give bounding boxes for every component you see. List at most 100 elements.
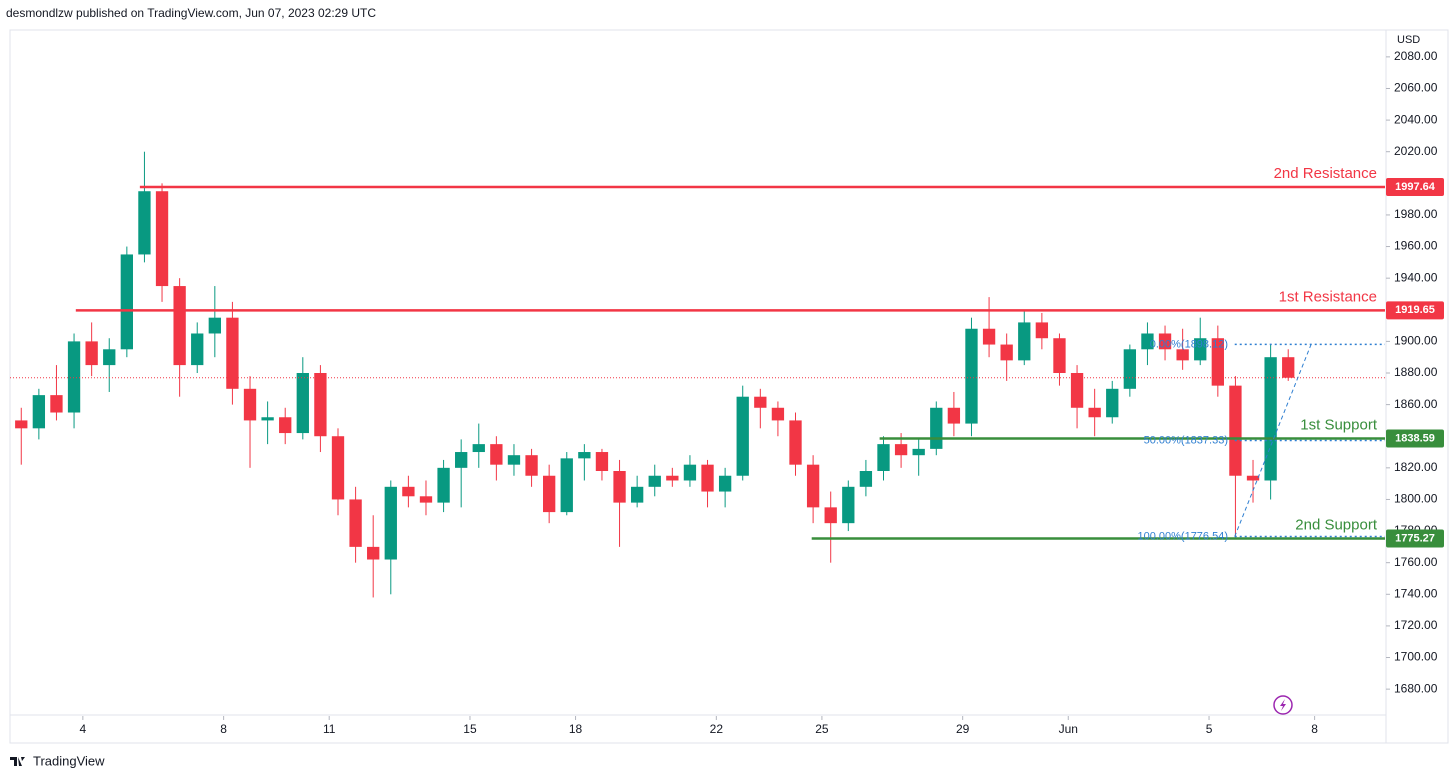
candle-body	[578, 452, 591, 459]
candle-body	[402, 486, 415, 497]
x-tick-label: 5	[1206, 722, 1213, 736]
price-tag-label: 1775.27	[1395, 532, 1435, 544]
candle-body	[32, 395, 46, 429]
x-tick-label: 8	[1311, 722, 1318, 736]
y-tick-label: 1880.00	[1394, 365, 1438, 379]
level-label: 2nd Resistance	[1274, 165, 1377, 182]
candle-body	[419, 496, 433, 503]
candle-body	[806, 464, 820, 508]
candle-body	[560, 458, 573, 513]
price-tag-label: 1997.64	[1395, 181, 1436, 193]
y-tick-label: 1860.00	[1394, 397, 1438, 411]
candle-body	[437, 467, 450, 503]
level-label: 2nd Support	[1295, 517, 1378, 534]
candle-body	[1194, 338, 1207, 361]
candle-body	[507, 455, 521, 465]
candle-body	[630, 486, 644, 503]
candle-body	[525, 455, 538, 476]
x-tick-label: 18	[569, 722, 583, 736]
candle-body	[859, 471, 873, 487]
fib-label: 100.00%(1776.54)	[1137, 530, 1228, 542]
candle-body	[789, 420, 802, 465]
candle-body	[613, 471, 626, 503]
candle-body	[683, 464, 697, 481]
footer: TradingView	[33, 753, 105, 768]
candle-body	[349, 499, 362, 547]
candle-body	[67, 341, 81, 413]
y-tick-label: 1720.00	[1394, 618, 1438, 632]
candle-body	[1018, 322, 1031, 361]
lightning-icon[interactable]	[1273, 695, 1293, 715]
candle-body	[1053, 338, 1066, 373]
y-tick-label: 2080.00	[1394, 49, 1438, 63]
candle-body	[877, 444, 890, 471]
candles	[15, 151, 1295, 598]
candle-body	[718, 475, 732, 492]
candle-body	[894, 444, 908, 456]
candle-body	[930, 407, 943, 449]
fib-label: 0.00%(1898.12)	[1150, 338, 1228, 350]
candle-body	[1088, 407, 1101, 418]
candle-body	[173, 286, 186, 366]
y-tick-label: 1900.00	[1394, 334, 1438, 348]
x-tick-label: Jun	[1059, 722, 1078, 736]
candle-body	[912, 448, 925, 456]
candle-body	[384, 486, 397, 560]
y-tick-label: 1820.00	[1394, 460, 1438, 474]
candle-body	[1070, 373, 1084, 408]
candle-body	[1264, 357, 1277, 481]
candle-body	[85, 341, 98, 366]
candle-body	[701, 464, 714, 492]
price-tag	[1386, 429, 1444, 448]
y-tick-label: 1760.00	[1394, 555, 1438, 569]
x-tick-label: 8	[220, 722, 227, 736]
tradingview-logo	[10, 757, 25, 766]
candle-body	[1246, 475, 1260, 481]
candle-body	[947, 407, 961, 424]
candle-body	[120, 254, 134, 350]
candle-body	[50, 395, 63, 413]
candle-body	[1211, 338, 1224, 386]
candle-body	[982, 328, 996, 345]
candle-body	[472, 444, 485, 453]
y-tick-label: 1800.00	[1394, 492, 1438, 506]
y-tick-label: 2060.00	[1394, 81, 1438, 95]
candle-body	[666, 475, 679, 481]
candle-body	[243, 388, 257, 421]
y-tick-label: 2040.00	[1394, 112, 1438, 126]
candle-body	[138, 191, 151, 255]
y-tick-label: 1680.00	[1394, 681, 1438, 695]
x-tick-label: 4	[80, 722, 87, 736]
candle-body	[103, 349, 116, 366]
candle-body	[15, 420, 28, 429]
candle-body	[455, 452, 468, 468]
candle-body	[1106, 388, 1119, 418]
candle-body	[1176, 349, 1189, 361]
level-label: 1st Support	[1300, 416, 1378, 433]
candle-body	[842, 486, 855, 524]
candle-body	[1158, 333, 1172, 350]
candle-body	[296, 373, 309, 434]
candle-body	[1229, 385, 1242, 476]
y-tick-label: 1940.00	[1394, 270, 1438, 284]
candle-body	[279, 417, 292, 434]
candle-body	[648, 475, 661, 487]
candle-body	[595, 452, 609, 471]
candle-body	[1141, 333, 1154, 350]
price-tag	[1386, 529, 1444, 548]
candle-body	[490, 444, 503, 465]
candle-body	[965, 328, 978, 424]
candle-body	[1282, 357, 1295, 378]
candle-body	[191, 333, 204, 366]
candle-body	[155, 191, 169, 287]
candle-body	[543, 475, 556, 513]
currency: USD	[1397, 34, 1420, 46]
candle-body	[1000, 344, 1013, 361]
fib-label: 50.00%(1837.33)	[1144, 434, 1228, 446]
x-tick-label: 15	[463, 722, 477, 736]
candle-body	[331, 436, 345, 500]
y-tick-label: 1740.00	[1394, 586, 1438, 600]
candle-body	[367, 546, 380, 560]
